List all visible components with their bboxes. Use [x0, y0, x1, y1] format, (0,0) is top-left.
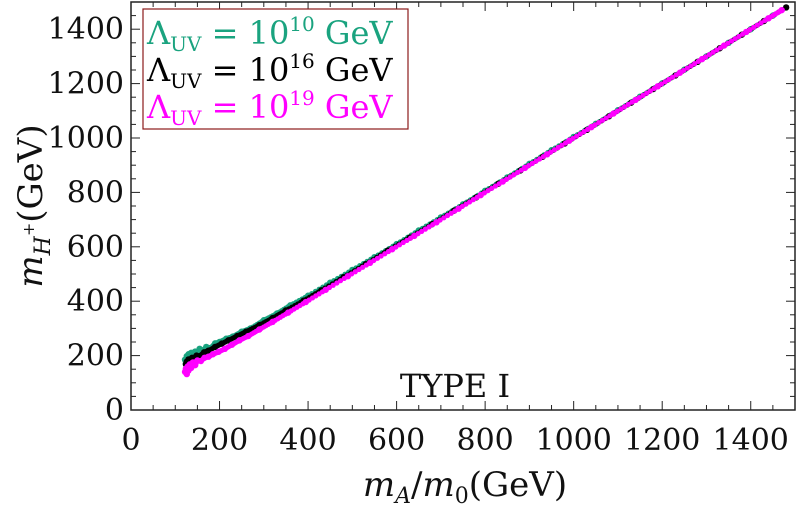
x-tick-label: 1200 — [624, 423, 700, 458]
y-tick-label: 1000 — [48, 121, 124, 156]
y-axis-title-sup: + — [19, 223, 38, 236]
x-tick-label: 400 — [279, 423, 336, 458]
x-axis-title-sub2: 0 — [455, 484, 469, 506]
x-axis-title-var2: m — [422, 465, 454, 505]
x-tick-label: 1000 — [535, 423, 611, 458]
y-tick-label: 400 — [67, 284, 124, 319]
x-tick-label: 0 — [121, 423, 140, 458]
y-tick-label: 0 — [105, 393, 124, 428]
data-points — [181, 4, 790, 378]
x-axis-title-sub: A — [393, 484, 411, 506]
series-3 — [181, 6, 785, 378]
data-point — [778, 6, 785, 14]
y-tick-labels: 0 200 400 600 800 1000 1200 1400 — [48, 12, 124, 428]
x-tick-label: 1400 — [713, 423, 789, 458]
x-tick-labels: 0 200 400 600 800 1000 1200 1400 — [121, 423, 788, 458]
y-tick-label: 1200 — [48, 67, 124, 102]
legend-entry: ΛUV = 1019 GeV — [146, 86, 393, 130]
y-tick-label: 1400 — [48, 12, 124, 47]
x-tick-label: 200 — [191, 423, 248, 458]
y-tick-label: 600 — [67, 230, 124, 265]
x-tick-label: 800 — [457, 423, 514, 458]
type-annotation: TYPE I — [400, 367, 510, 405]
x-axis-title-slash: / — [411, 465, 423, 505]
y-tick-label: 800 — [67, 175, 124, 210]
y-tick-label: 200 — [67, 339, 124, 374]
legend-entry: ΛUV = 1010 GeV — [146, 12, 393, 56]
y-axis-title-var: m — [11, 255, 51, 287]
y-axis-title: mH+(GeV) — [11, 124, 56, 287]
legend-entry: ΛUV = 1016 GeV — [146, 49, 393, 93]
y-axis-title-unit: (GeV) — [11, 124, 51, 222]
axis-ticks — [130, 1, 796, 411]
y-axis-title-sub: H — [31, 235, 56, 256]
x-axis-title: mA/m0(GeV) — [363, 465, 567, 506]
x-axis-title-unit: (GeV) — [469, 465, 567, 505]
legend-box — [142, 8, 409, 130]
x-tick-label: 600 — [368, 423, 425, 458]
x-axis-title-var: m — [363, 465, 395, 505]
